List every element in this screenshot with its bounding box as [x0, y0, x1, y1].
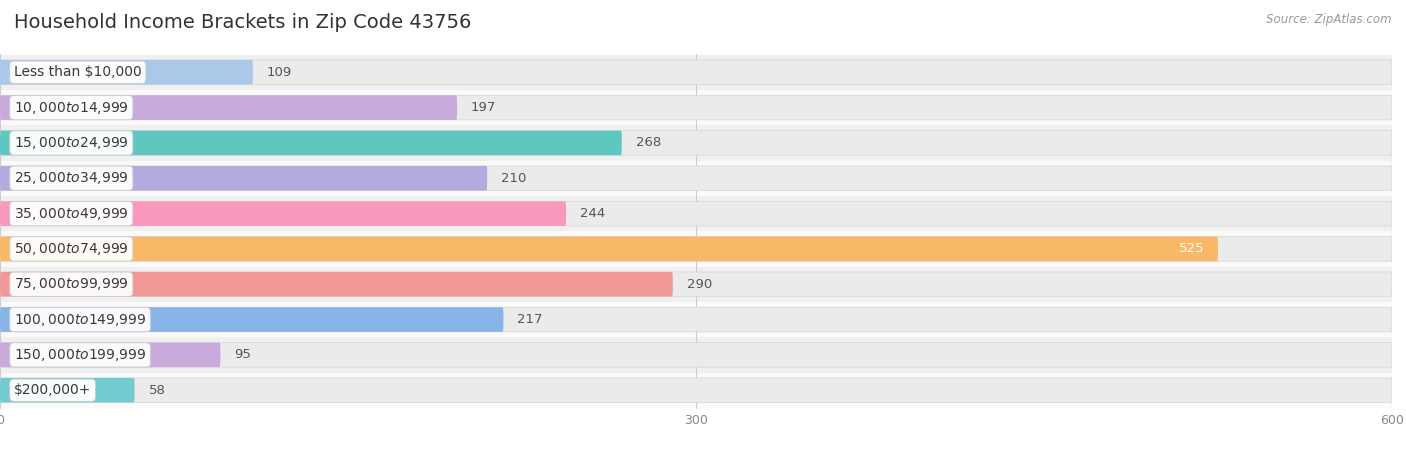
- FancyBboxPatch shape: [0, 131, 621, 155]
- FancyBboxPatch shape: [0, 166, 488, 190]
- FancyBboxPatch shape: [0, 343, 221, 367]
- Text: 217: 217: [517, 313, 543, 326]
- Text: $50,000 to $74,999: $50,000 to $74,999: [14, 241, 129, 257]
- Text: 268: 268: [636, 136, 661, 150]
- FancyBboxPatch shape: [0, 272, 1392, 296]
- Text: $15,000 to $24,999: $15,000 to $24,999: [14, 135, 129, 151]
- Text: 197: 197: [471, 101, 496, 114]
- Bar: [0, 337, 1392, 373]
- Text: 525: 525: [1178, 242, 1204, 255]
- FancyBboxPatch shape: [0, 378, 135, 402]
- FancyBboxPatch shape: [0, 95, 457, 120]
- Bar: [0, 90, 1392, 125]
- Text: 95: 95: [235, 348, 252, 361]
- Bar: [0, 302, 1392, 337]
- Text: $150,000 to $199,999: $150,000 to $199,999: [14, 347, 146, 363]
- Text: $10,000 to $14,999: $10,000 to $14,999: [14, 100, 129, 115]
- FancyBboxPatch shape: [0, 307, 503, 332]
- FancyBboxPatch shape: [0, 131, 1392, 155]
- Text: $25,000 to $34,999: $25,000 to $34,999: [14, 170, 129, 186]
- Bar: [0, 373, 1392, 408]
- Text: Less than $10,000: Less than $10,000: [14, 65, 142, 79]
- Text: $100,000 to $149,999: $100,000 to $149,999: [14, 312, 146, 328]
- FancyBboxPatch shape: [0, 378, 1392, 402]
- Text: Source: ZipAtlas.com: Source: ZipAtlas.com: [1267, 13, 1392, 26]
- Bar: [0, 55, 1392, 90]
- Text: 210: 210: [501, 172, 526, 185]
- Text: $75,000 to $99,999: $75,000 to $99,999: [14, 276, 129, 292]
- Text: $200,000+: $200,000+: [14, 383, 91, 397]
- FancyBboxPatch shape: [0, 166, 1392, 190]
- FancyBboxPatch shape: [0, 60, 1392, 84]
- Bar: [0, 125, 1392, 161]
- Text: $35,000 to $49,999: $35,000 to $49,999: [14, 206, 129, 221]
- Bar: [0, 196, 1392, 231]
- FancyBboxPatch shape: [0, 343, 1392, 367]
- Text: 58: 58: [149, 384, 166, 397]
- Text: 109: 109: [267, 66, 292, 79]
- Text: 290: 290: [686, 278, 711, 291]
- Text: Household Income Brackets in Zip Code 43756: Household Income Brackets in Zip Code 43…: [14, 13, 471, 32]
- Text: 244: 244: [581, 207, 605, 220]
- FancyBboxPatch shape: [0, 237, 1392, 261]
- Bar: [0, 161, 1392, 196]
- FancyBboxPatch shape: [0, 237, 1218, 261]
- FancyBboxPatch shape: [0, 60, 253, 84]
- Bar: [0, 231, 1392, 267]
- FancyBboxPatch shape: [0, 307, 1392, 332]
- FancyBboxPatch shape: [0, 201, 567, 226]
- FancyBboxPatch shape: [0, 272, 673, 296]
- FancyBboxPatch shape: [0, 201, 1392, 226]
- FancyBboxPatch shape: [0, 95, 1392, 120]
- Bar: [0, 267, 1392, 302]
